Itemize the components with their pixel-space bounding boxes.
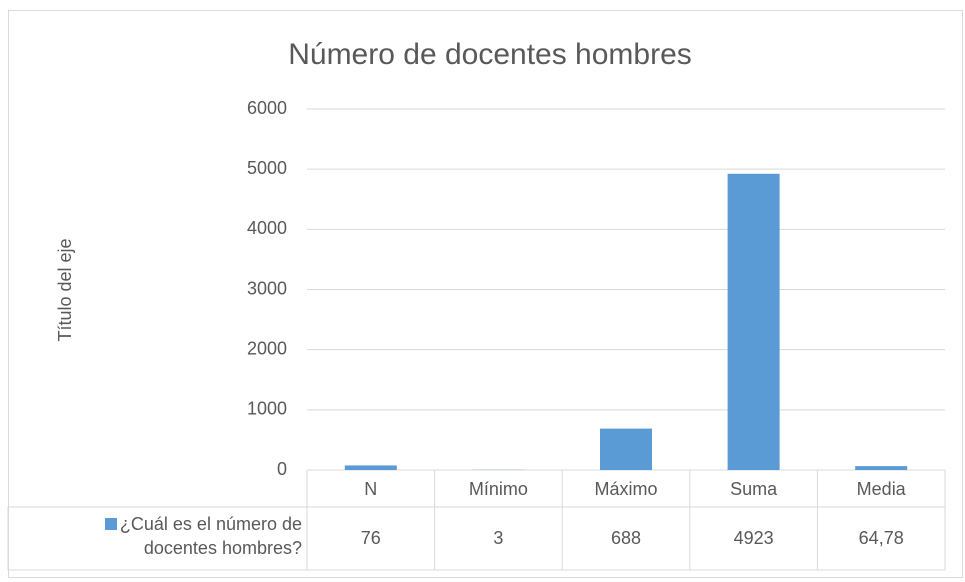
x-tick-label: Mínimo bbox=[469, 479, 528, 499]
bar bbox=[344, 465, 397, 470]
x-tick-label: Suma bbox=[730, 479, 778, 499]
y-tick-label: 3000 bbox=[247, 278, 287, 298]
data-table-value: 64,78 bbox=[859, 528, 904, 548]
y-tick-label: 5000 bbox=[247, 158, 287, 178]
data-table-value: 688 bbox=[611, 528, 641, 548]
y-tick-label: 0 bbox=[277, 459, 287, 479]
x-tick-label: Media bbox=[857, 479, 907, 499]
bar bbox=[600, 428, 652, 470]
y-axis-title: Título del eje bbox=[55, 238, 75, 341]
chart-border bbox=[8, 10, 963, 578]
x-tick-label: N bbox=[364, 479, 377, 499]
legend: ¿Cuál es el número de docentes hombres? bbox=[40, 512, 302, 560]
y-tick-label: 1000 bbox=[247, 399, 287, 419]
y-tick-label: 2000 bbox=[247, 338, 287, 358]
chart-title: Número de docentes hombres bbox=[288, 38, 692, 71]
data-table-value: 3 bbox=[493, 528, 503, 548]
y-tick-label: 4000 bbox=[247, 218, 287, 238]
legend-label: ¿Cuál es el número de docentes hombres? bbox=[119, 514, 302, 558]
bar bbox=[855, 466, 908, 470]
bar bbox=[727, 173, 780, 470]
x-tick-label: Máximo bbox=[594, 479, 657, 499]
data-table-value: 4923 bbox=[734, 528, 774, 548]
legend-swatch bbox=[104, 518, 117, 530]
y-tick-label: 6000 bbox=[247, 98, 287, 118]
data-table-value: 76 bbox=[361, 528, 381, 548]
